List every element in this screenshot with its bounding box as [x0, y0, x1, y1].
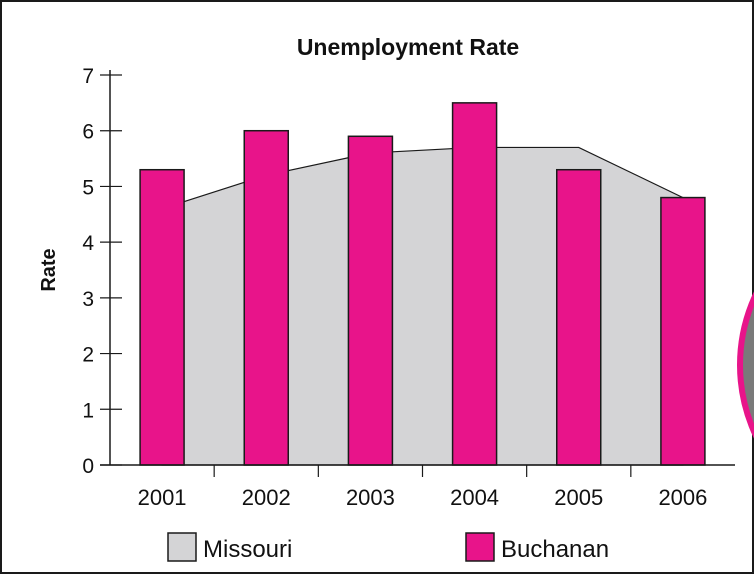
chart-title: Unemployment Rate — [297, 34, 519, 60]
y-ticks: 0 1 2 3 4 5 6 7 — [82, 65, 122, 478]
buchanan-bar-2002 — [243, 129, 289, 466]
legend: Missouri Buchanan — [167, 532, 609, 563]
x-tick-label-2003: 2003 — [346, 485, 395, 510]
x-tick-label-2004: 2004 — [450, 485, 499, 510]
y-tick-label-3: 3 — [82, 288, 94, 311]
buchanan-bar-2006 — [660, 196, 706, 466]
x-tick-label-2002: 2002 — [242, 485, 291, 510]
y-tick-label-0: 0 — [82, 455, 94, 478]
y-tick-label-1: 1 — [82, 399, 94, 422]
legend-swatch-buchanan — [465, 532, 495, 562]
y-tick-label-4: 4 — [82, 232, 94, 255]
legend-label-buchanan: Buchanan — [501, 536, 609, 563]
buchanan-bar-2005 — [556, 168, 602, 466]
y-axis-label: Rate — [38, 248, 60, 291]
x-ticks: 2001 2002 2003 2004 2005 2006 — [138, 465, 707, 510]
y-tick-label-5: 5 — [82, 176, 94, 199]
legend-swatch-missouri — [167, 532, 197, 562]
x-tick-label-2001: 2001 — [138, 485, 187, 510]
photo-circle-decoration — [737, 291, 754, 439]
buchanan-bar-2001 — [139, 168, 185, 466]
missouri-area — [161, 146, 684, 466]
x-tick-label-2005: 2005 — [554, 485, 603, 510]
y-tick-label-7: 7 — [82, 65, 94, 88]
y-tick-label-2: 2 — [82, 344, 94, 367]
buchanan-bar-2004 — [451, 102, 498, 466]
plot-area — [100, 70, 735, 466]
x-tick-label-2006: 2006 — [658, 485, 707, 510]
y-tick-label-6: 6 — [82, 121, 94, 144]
buchanan-bar-2003 — [347, 135, 394, 466]
legend-label-missouri: Missouri — [203, 536, 292, 563]
